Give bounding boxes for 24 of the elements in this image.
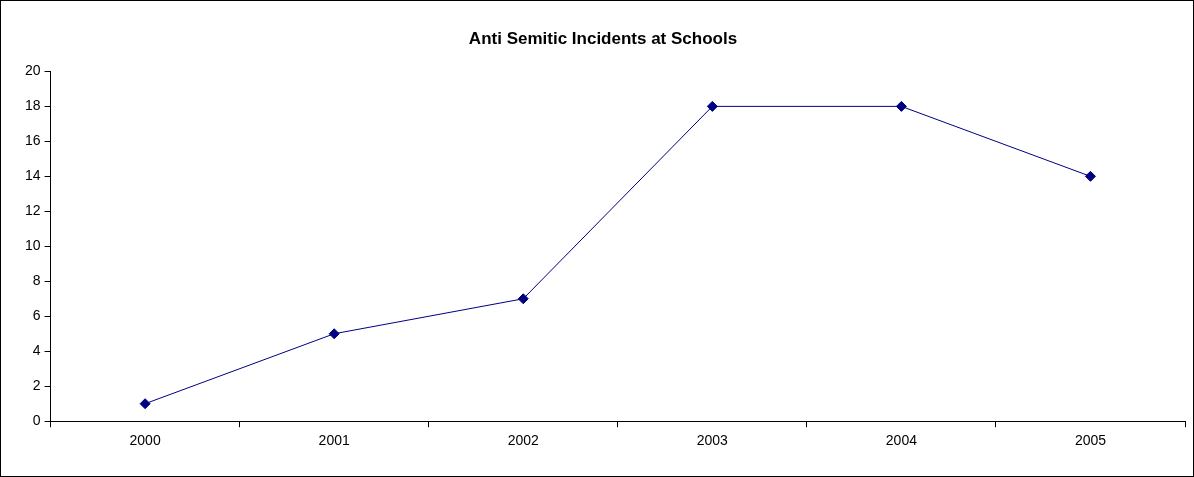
point <box>517 293 529 305</box>
point <box>328 328 340 340</box>
point <box>139 398 151 410</box>
point <box>706 100 718 112</box>
y-tick-label: 4 <box>32 342 41 359</box>
y-tick-label: 0 <box>32 412 41 429</box>
y-tick-label: 18 <box>24 97 41 114</box>
x-tick-label: 2003 <box>696 432 729 449</box>
y-tick-label: 14 <box>24 167 41 184</box>
point <box>895 100 907 112</box>
y-tick-label: 20 <box>24 62 41 79</box>
x-tick-label: 2004 <box>885 432 918 449</box>
x-tick-label: 2001 <box>318 432 350 449</box>
y-tick-label: 12 <box>24 202 41 219</box>
y-tick-label: 2 <box>32 377 41 394</box>
chart-title: Anti Semitic Incidents at Schools <box>468 28 738 48</box>
y-tick-label: 16 <box>24 132 41 149</box>
x-tick-label: 2002 <box>507 432 540 449</box>
y-tick-label: 10 <box>24 237 41 254</box>
x-tick-label: 2000 <box>129 432 161 449</box>
y-tick-label: 6 <box>32 307 41 324</box>
y-tick-label: 8 <box>32 272 41 289</box>
x-tick-label: 2005 <box>1074 432 1107 449</box>
point <box>1084 170 1096 182</box>
